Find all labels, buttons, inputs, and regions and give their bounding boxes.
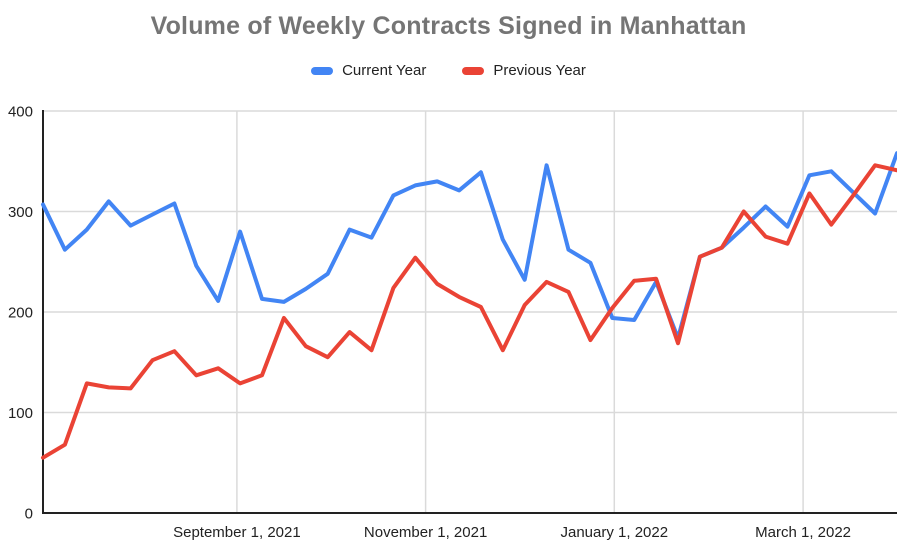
legend-item-previous-year: Previous Year bbox=[462, 62, 586, 79]
legend-label-previous-year: Previous Year bbox=[493, 62, 586, 79]
legend-item-current-year: Current Year bbox=[311, 62, 426, 79]
y-tick-label: 400 bbox=[8, 104, 33, 121]
current-year-swatch-icon bbox=[311, 66, 334, 75]
chart-title: Volume of Weekly Contracts Signed in Man… bbox=[150, 12, 747, 40]
series-line-current-year[interactable] bbox=[41, 151, 897, 341]
x-tick-label: March 1, 2022 bbox=[755, 524, 851, 541]
y-tick-label: 100 bbox=[8, 405, 33, 422]
y-tick-label: 0 bbox=[25, 506, 33, 523]
x-tick-label: November 1, 2021 bbox=[364, 524, 487, 541]
y-tick-label: 200 bbox=[8, 305, 33, 322]
chart-legend: Current Year Previous Year bbox=[0, 62, 897, 79]
previous-year-swatch-icon bbox=[462, 66, 485, 75]
x-tick-label: September 1, 2021 bbox=[173, 524, 301, 541]
series-line-previous-year[interactable] bbox=[41, 163, 897, 460]
x-tick-label: January 1, 2022 bbox=[561, 524, 669, 541]
legend-label-current-year: Current Year bbox=[342, 62, 427, 79]
y-tick-label: 300 bbox=[8, 204, 33, 221]
